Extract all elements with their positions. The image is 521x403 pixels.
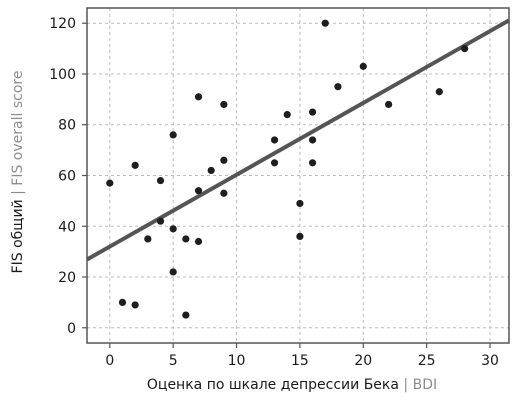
x-tick-label: 25 (418, 353, 436, 369)
data-point (207, 166, 215, 175)
data-point (118, 298, 127, 306)
x-axis-ticks: 0 5 10 15 20 25 30 (105, 343, 499, 369)
data-point (182, 311, 190, 319)
data-point (461, 45, 469, 53)
y-tick-label: 20 (58, 270, 76, 286)
data-point (435, 88, 443, 96)
data-point (156, 217, 165, 225)
x-tick-label: 5 (169, 353, 178, 369)
y-tick-label: 60 (58, 169, 76, 185)
x-tick-label: 30 (481, 353, 499, 369)
data-point (270, 136, 279, 144)
plot-frame (86, 7, 510, 344)
data-point (194, 237, 203, 246)
data-point (156, 176, 165, 185)
x-tick-label: 10 (228, 353, 246, 369)
x-axis-title: Оценка по шкале депрессии Бека | BDI (147, 377, 437, 393)
data-point (270, 159, 279, 167)
data-point (220, 156, 228, 164)
data-point (131, 301, 139, 309)
trendline-layer (86, 18, 510, 262)
data-point (334, 83, 342, 91)
x-tick-label: 15 (291, 353, 309, 369)
trendline (86, 18, 510, 262)
data-point (385, 100, 393, 109)
y-tick-label: 0 (67, 321, 76, 337)
data-point (283, 110, 291, 119)
y-tick-label: 120 (49, 16, 76, 32)
grid-lines (87, 8, 509, 343)
data-point (144, 235, 152, 243)
data-point (194, 93, 203, 101)
y-tick-label: 100 (49, 67, 76, 83)
data-point (106, 179, 114, 187)
data-point (308, 136, 317, 144)
data-point (220, 100, 228, 109)
data-point (359, 62, 367, 70)
data-point (169, 225, 177, 233)
data-point (308, 159, 317, 167)
data-point (169, 268, 177, 276)
data-point (296, 232, 304, 241)
data-point (321, 19, 329, 27)
y-tick-label: 80 (58, 118, 76, 134)
y-axis-title: FIS общий | FIS overall score (10, 71, 26, 274)
data-point (194, 187, 203, 195)
x-tick-label: 20 (354, 353, 372, 369)
data-point (169, 131, 177, 139)
data-point (296, 199, 304, 208)
data-point (220, 189, 228, 197)
data-points (106, 19, 469, 319)
y-axis-ticks: 0 20 40 60 80 100 120 (49, 16, 87, 337)
data-point (182, 235, 190, 243)
y-tick-label: 40 (58, 219, 76, 235)
data-point (308, 108, 317, 116)
x-tick-label: 0 (105, 353, 114, 369)
data-point (131, 161, 139, 169)
